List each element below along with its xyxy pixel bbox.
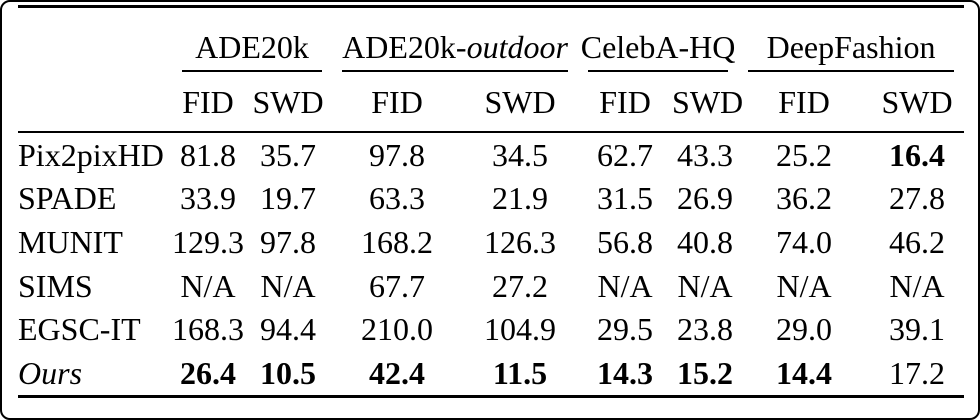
metric-value-cell: 63.3 bbox=[369, 180, 426, 217]
metric-header-swd: SWD bbox=[244, 72, 333, 133]
metric-value-cell: 17.2 bbox=[870, 350, 965, 398]
metric-value-cell-best: 14.4 bbox=[738, 350, 871, 398]
metric-value-cell: N/A bbox=[597, 267, 653, 304]
metric-value-cell: 104.9 bbox=[484, 311, 557, 348]
metric-value-cell: 29.0 bbox=[776, 311, 833, 348]
metric-value-cell-best: 10.5 bbox=[244, 350, 333, 398]
metric-value-cell: 168.2 bbox=[361, 223, 434, 260]
table-row-ours: Ours 26.4 10.5 42.4 11.5 14.3 15.2 14.4 … bbox=[18, 350, 965, 398]
method-name-cell: Pix2pixHD bbox=[18, 136, 164, 173]
metric-value-cell: 168.3 bbox=[172, 311, 244, 348]
metric-header-fid: FID bbox=[738, 72, 871, 133]
metric-value-cell: 62.7 bbox=[597, 136, 654, 173]
metric-value-cell: 210.0 bbox=[361, 311, 434, 348]
metric-value-cell-best: 42.4 bbox=[332, 350, 463, 398]
group-label: ADE20k bbox=[195, 29, 309, 65]
metric-value-cell: N/A bbox=[677, 267, 733, 304]
group-label: CelebA-HQ bbox=[580, 29, 736, 65]
metric-value-cell: 21.9 bbox=[492, 180, 549, 217]
metric-value-cell: 27.2 bbox=[492, 267, 549, 304]
metric-header-swd: SWD bbox=[672, 72, 743, 133]
method-name-cell: MUNIT bbox=[18, 223, 123, 260]
metric-value-cell: N/A bbox=[889, 267, 945, 304]
metric-value-cell: 29.5 bbox=[597, 311, 654, 348]
metric-value-cell: 25.2 bbox=[776, 136, 833, 173]
method-name-cell: Ours bbox=[18, 350, 172, 398]
metric-value-cell: 19.7 bbox=[260, 180, 316, 217]
cmidrule bbox=[588, 70, 729, 72]
metric-header-fid: FID bbox=[332, 72, 463, 133]
metric-value-cell: 26.9 bbox=[677, 180, 734, 217]
metric-value-cell: 74.0 bbox=[776, 223, 833, 260]
metric-value-cell-best: 15.2 bbox=[672, 350, 739, 398]
method-column-header-blank bbox=[18, 72, 172, 133]
metric-value-cell: 56.8 bbox=[597, 223, 654, 260]
group-header-celeba-hq: CelebA-HQ bbox=[578, 7, 738, 72]
metric-value-cell: 67.7 bbox=[369, 267, 426, 304]
metric-header-swd: SWD bbox=[870, 72, 965, 133]
metric-header-swd: SWD bbox=[462, 72, 579, 133]
group-label: DeepFashion bbox=[766, 29, 936, 65]
metric-value-cell: 31.5 bbox=[597, 180, 654, 217]
metric-value-cell: 23.8 bbox=[677, 311, 734, 348]
metric-value-cell: 27.8 bbox=[889, 180, 946, 217]
dataset-group-header-row: ADE20k ADE20k-outdoor CelebA-HQ DeepFash… bbox=[18, 7, 964, 73]
table-row-egsc-it: EGSC-IT 168.3 94.4 210.0 104.9 29.5 23.8… bbox=[18, 307, 964, 351]
table-row-munit: MUNIT 129.3 97.8 168.2 126.3 56.8 40.8 7… bbox=[18, 220, 964, 264]
metric-value-cell: 97.8 bbox=[260, 223, 316, 260]
metric-value-cell-best: 11.5 bbox=[462, 350, 579, 398]
metric-value-cell: 97.8 bbox=[369, 136, 426, 173]
metric-value-cell: 81.8 bbox=[180, 136, 236, 173]
metric-value-cell-best: 16.4 bbox=[889, 136, 946, 173]
cmidrule bbox=[182, 70, 323, 72]
results-table-container: ADE20k ADE20k-outdoor CelebA-HQ DeepFash… bbox=[18, 5, 965, 398]
metric-value-cell-best: 26.4 bbox=[172, 350, 244, 398]
table-row-sims: SIMS N/A N/A 67.7 27.2 N/A N/A N/A N/A bbox=[18, 264, 964, 308]
metric-value-cell: 39.1 bbox=[889, 311, 946, 348]
method-name-cell: EGSC-IT bbox=[18, 311, 141, 348]
group-header-ade20k: ADE20k bbox=[172, 7, 332, 72]
method-name-cell: SPADE bbox=[18, 180, 117, 217]
metric-value-cell: 35.7 bbox=[260, 136, 316, 173]
metric-value-cell: 33.9 bbox=[180, 180, 236, 217]
metric-value-cell-best: 14.3 bbox=[578, 350, 673, 398]
group-label: ADE20k-outdoor bbox=[342, 29, 568, 65]
metric-value-cell: 129.3 bbox=[172, 223, 244, 260]
group-header-deepfashion: DeepFashion bbox=[738, 7, 964, 72]
metric-value-cell: 36.2 bbox=[776, 180, 833, 217]
metric-value-cell: 43.3 bbox=[677, 136, 734, 173]
cmidrule bbox=[748, 70, 955, 72]
metric-value-cell: 34.5 bbox=[492, 136, 549, 173]
group-header-ade20k-outdoor: ADE20k-outdoor bbox=[332, 7, 578, 72]
table-row-pix2pixhd: Pix2pixHD 81.8 35.7 97.8 34.5 62.7 43.3 … bbox=[18, 132, 964, 177]
metric-value-cell: N/A bbox=[776, 267, 832, 304]
metric-value-cell: N/A bbox=[260, 267, 316, 304]
metric-value-cell: 94.4 bbox=[260, 311, 316, 348]
metric-value-cell: 40.8 bbox=[677, 223, 734, 260]
metric-header-row: FID SWD FID SWD FID SWD FID SWD bbox=[18, 72, 965, 133]
method-column-header-blank bbox=[18, 7, 172, 73]
method-name-cell: SIMS bbox=[18, 267, 93, 304]
metric-value-cell: N/A bbox=[180, 267, 236, 304]
cmidrule bbox=[342, 70, 569, 72]
results-table: ADE20k ADE20k-outdoor CelebA-HQ DeepFash… bbox=[18, 5, 965, 398]
metric-value-cell: 126.3 bbox=[484, 223, 557, 260]
table-row-spade: SPADE 33.9 19.7 63.3 21.9 31.5 26.9 36.2… bbox=[18, 177, 964, 221]
metric-header-fid: FID bbox=[172, 72, 244, 133]
metric-value-cell: 46.2 bbox=[889, 223, 946, 260]
metric-header-fid: FID bbox=[578, 72, 673, 133]
